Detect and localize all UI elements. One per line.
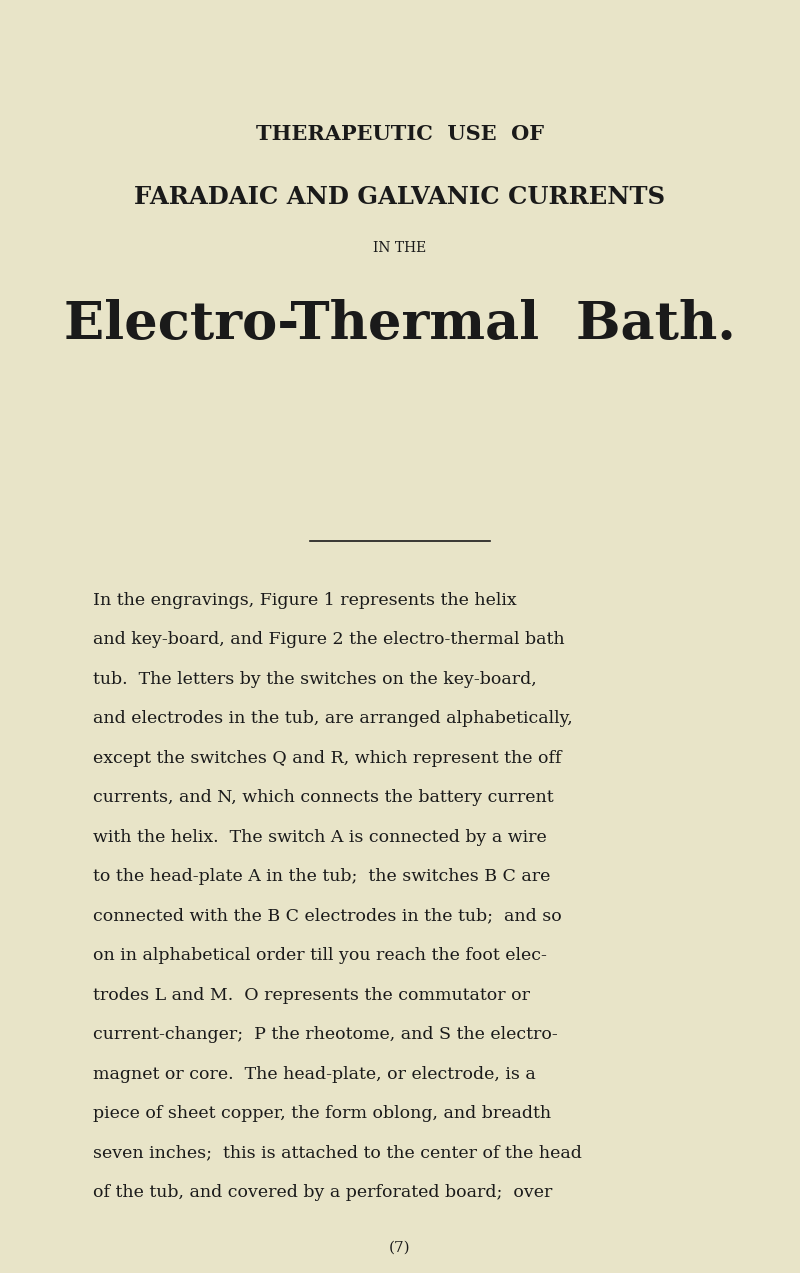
Text: FARADAIC AND GALVANIC CURRENTS: FARADAIC AND GALVANIC CURRENTS: [134, 186, 666, 209]
Text: tub.  The letters by the switches on the key-board,: tub. The letters by the switches on the …: [94, 671, 537, 687]
Text: and electrodes in the tub, are arranged alphabetically,: and electrodes in the tub, are arranged …: [94, 710, 573, 727]
Text: (7): (7): [389, 1241, 411, 1254]
Text: on in alphabetical order till you reach the foot elec-: on in alphabetical order till you reach …: [94, 947, 547, 964]
Text: Electro-Thermal  Bath.: Electro-Thermal Bath.: [64, 299, 736, 350]
Text: IN THE: IN THE: [374, 242, 426, 255]
Text: and key-board, and Figure 2 the electro-thermal bath: and key-board, and Figure 2 the electro-…: [94, 631, 565, 648]
Text: In the engravings, Figure 1 represents the helix: In the engravings, Figure 1 represents t…: [94, 592, 517, 608]
Text: THERAPEUTIC  USE  OF: THERAPEUTIC USE OF: [256, 123, 544, 144]
Text: trodes L and M.  O represents the commutator or: trodes L and M. O represents the commuta…: [94, 987, 530, 1003]
Text: piece of sheet copper, the form oblong, and breadth: piece of sheet copper, the form oblong, …: [94, 1105, 551, 1122]
Text: except the switches Q and R, which represent the off: except the switches Q and R, which repre…: [94, 750, 562, 766]
Text: connected with the B C electrodes in the tub;  and so: connected with the B C electrodes in the…: [94, 908, 562, 924]
Text: of the tub, and covered by a perforated board;  over: of the tub, and covered by a perforated …: [94, 1184, 553, 1200]
Text: with the helix.  The switch A is connected by a wire: with the helix. The switch A is connecte…: [94, 829, 547, 845]
Text: current-changer;  P the rheotome, and S the electro-: current-changer; P the rheotome, and S t…: [94, 1026, 558, 1043]
Text: magnet or core.  The head-plate, or electrode, is a: magnet or core. The head-plate, or elect…: [94, 1066, 536, 1082]
Text: to the head-plate A in the tub;  the switches B C are: to the head-plate A in the tub; the swit…: [94, 868, 550, 885]
Text: currents, and N, which connects the battery current: currents, and N, which connects the batt…: [94, 789, 554, 806]
Text: seven inches;  this is attached to the center of the head: seven inches; this is attached to the ce…: [94, 1144, 582, 1161]
